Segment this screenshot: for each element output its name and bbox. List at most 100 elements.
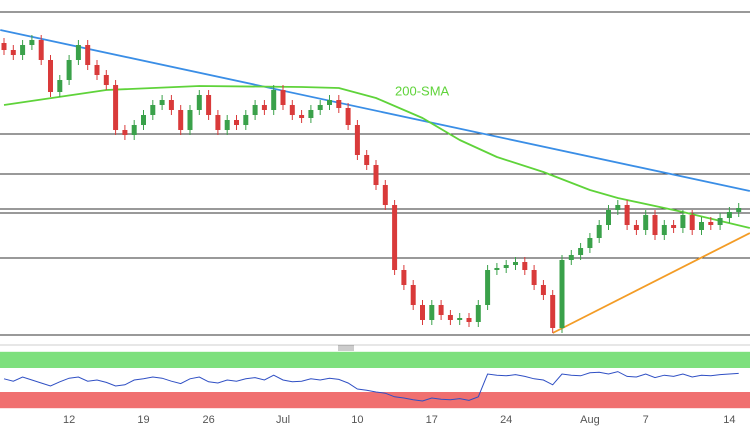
candle-body [633, 225, 639, 230]
candle-body [354, 125, 360, 155]
candle-body [103, 75, 109, 85]
candle-body [708, 222, 714, 225]
candle-body [522, 262, 528, 270]
candle-body [224, 120, 230, 130]
candle-body [540, 285, 546, 295]
candle-body [336, 100, 342, 108]
candle-body [373, 165, 379, 185]
candle-body [643, 215, 649, 230]
candle-body [327, 100, 332, 105]
candle-body [587, 238, 593, 248]
candle-body [364, 155, 370, 165]
x-tick-label: Jul [276, 414, 290, 426]
candle-body [66, 60, 72, 80]
rsi-oversold-zone [0, 392, 750, 409]
candle-body [494, 268, 500, 270]
candle-body [447, 315, 453, 320]
trendline [0, 29, 750, 192]
x-tick-label: 12 [63, 414, 75, 426]
x-tick-label: 17 [426, 414, 438, 426]
candle-body [289, 105, 295, 115]
candle-body [513, 262, 518, 265]
candle-body [280, 90, 286, 105]
candle-body [48, 60, 53, 92]
candle-body [438, 305, 444, 315]
candle-body [457, 318, 463, 320]
candle-body [94, 65, 100, 75]
candle-body [717, 218, 723, 225]
candle-body [261, 105, 267, 110]
candle-body [317, 105, 323, 110]
candle-body [168, 100, 174, 110]
candle-body [736, 208, 742, 212]
candle-body [382, 185, 388, 205]
candle-body [596, 225, 602, 238]
candle-body [150, 105, 156, 115]
candle-body [10, 50, 16, 55]
candle-body [568, 255, 574, 260]
rsi-overbought-zone [0, 351, 750, 368]
candle-body [187, 110, 193, 130]
candle-body [243, 115, 249, 125]
candle-body [652, 215, 658, 235]
candle-body [661, 225, 667, 235]
x-tick-label: Aug [580, 414, 600, 426]
x-tick-label: 19 [137, 414, 149, 426]
candle-body [503, 265, 509, 268]
candle-body [606, 210, 611, 225]
sma-label: 200-SMA [395, 83, 450, 98]
rsi-line [3, 371, 739, 402]
candle-body [122, 130, 128, 135]
candle-body [531, 270, 537, 285]
candle-body [401, 270, 407, 285]
candle-body [29, 40, 35, 45]
candle-body [410, 285, 416, 305]
candle-body [624, 205, 630, 225]
candle-body [113, 85, 119, 130]
candle-body [550, 295, 556, 328]
candle-body [20, 45, 26, 55]
candle-body [141, 115, 146, 125]
trendline [552, 232, 750, 334]
candle-body [615, 205, 621, 210]
candle-body [392, 205, 398, 270]
candle-body [475, 305, 481, 322]
candle-body [57, 80, 63, 92]
pane-handle [338, 345, 354, 351]
candle-body [429, 305, 435, 320]
candle-body [178, 110, 184, 130]
candle-body [159, 100, 165, 105]
candle-body [345, 108, 351, 125]
candle-body [299, 115, 305, 118]
candle-body [559, 260, 565, 328]
candle-body [131, 125, 137, 135]
candle-body [726, 212, 732, 218]
candle-body [689, 215, 695, 230]
candle-body [38, 40, 44, 60]
x-tick-label: 10 [351, 414, 363, 426]
candle-body [252, 105, 258, 115]
sma-line [3, 85, 750, 229]
candle-body [206, 95, 212, 115]
candle-body [308, 110, 314, 118]
candle-body [578, 248, 584, 255]
candle-body [196, 95, 202, 110]
x-tick-label: 24 [500, 414, 512, 426]
candle-body [680, 215, 686, 228]
candle-body [215, 115, 221, 130]
candle-body [671, 225, 677, 228]
candle-body [420, 305, 425, 320]
x-tick-label: 26 [202, 414, 214, 426]
candle-body [1, 43, 7, 50]
candle-body [234, 120, 239, 125]
candle-body [75, 45, 81, 60]
candle-body [85, 45, 91, 65]
x-tick-label: 7 [643, 414, 649, 426]
candle-body [271, 90, 277, 110]
candle-body [699, 222, 704, 230]
candle-body [485, 270, 491, 305]
x-tick-label: 14 [723, 414, 735, 426]
candle-body [466, 318, 472, 322]
